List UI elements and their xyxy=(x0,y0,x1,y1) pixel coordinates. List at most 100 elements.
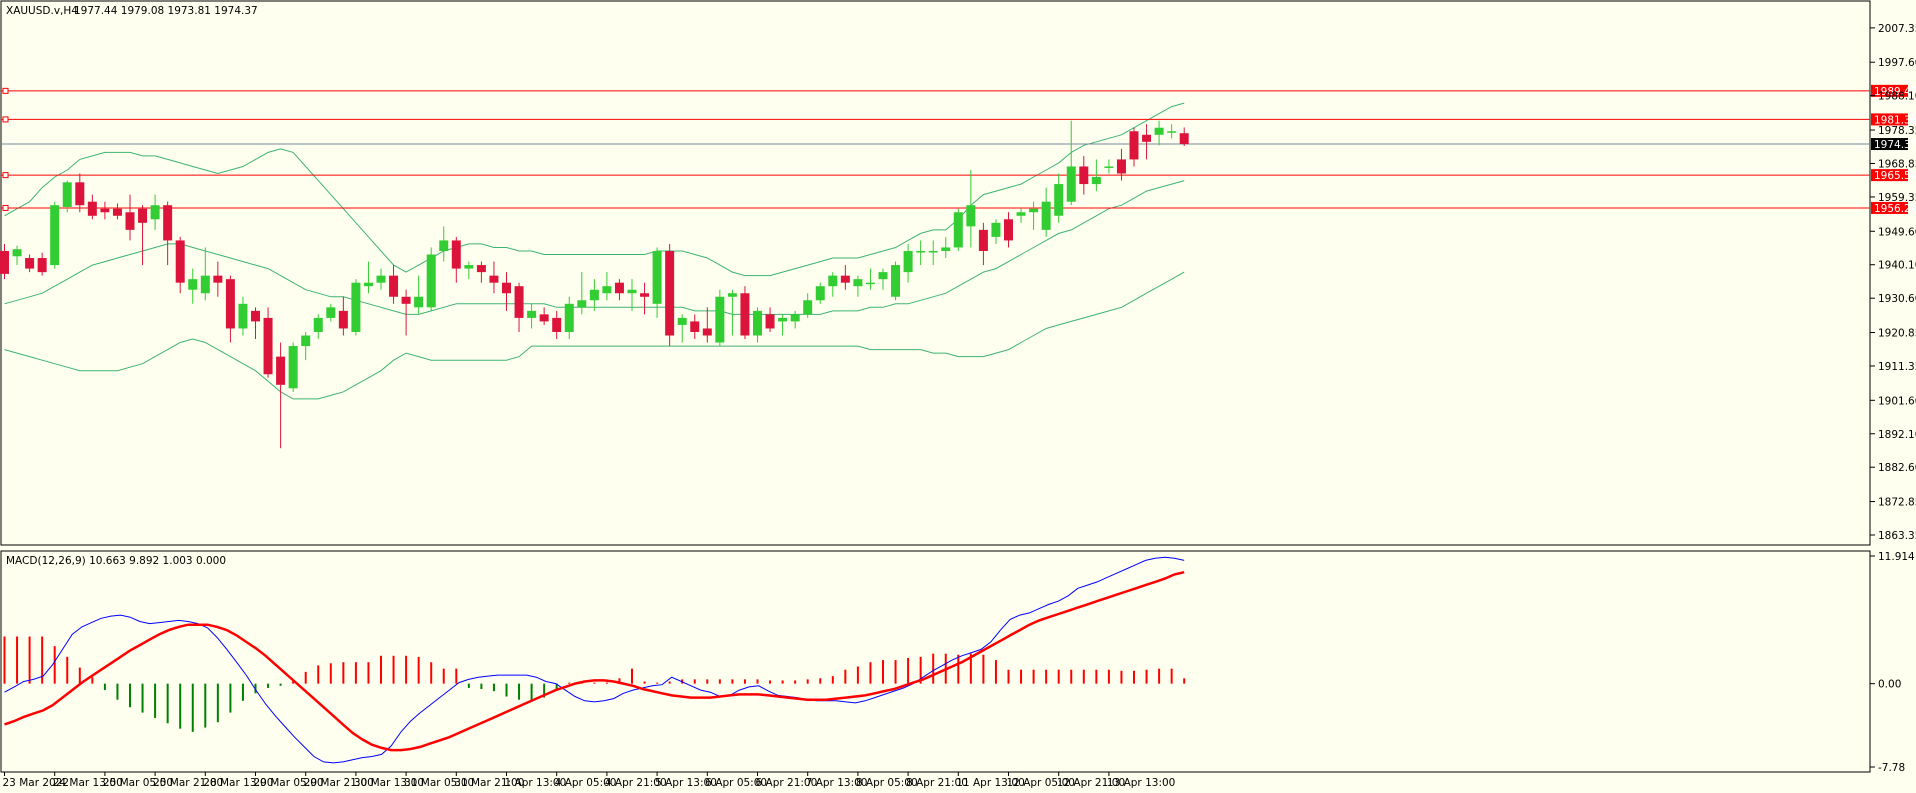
candle-body xyxy=(87,201,97,216)
price-tick-label: 1872.85 xyxy=(1878,497,1916,509)
symbol-label: XAUUSD.v,H4 xyxy=(6,5,78,17)
candle-body xyxy=(138,208,148,223)
time-tick-label: 5 Apr 13:00 xyxy=(655,777,717,789)
price-tick-label: 1978.35 xyxy=(1878,125,1916,137)
candle-body xyxy=(652,250,662,304)
candle-body xyxy=(727,293,737,297)
candle-body xyxy=(100,208,110,213)
candle-body xyxy=(263,317,273,375)
price-tick-label: 1959.35 xyxy=(1878,192,1916,204)
level-handle xyxy=(2,204,9,211)
candle-body xyxy=(627,289,637,294)
candle-body xyxy=(1179,133,1189,145)
candle-body xyxy=(1154,127,1164,135)
candle-body xyxy=(665,250,675,336)
time-tick-label: 8 Apr 21:00 xyxy=(906,777,968,789)
candle-body xyxy=(1116,159,1126,174)
time-tick-label: 6 Apr 05:00 xyxy=(705,777,767,789)
candle-body xyxy=(12,249,22,257)
candle-body xyxy=(1167,131,1177,133)
macd-tick-label: 0.00 xyxy=(1878,679,1901,691)
ohlc-readout: 1977.44 1979.08 1973.81 1974.37 xyxy=(74,5,258,17)
candle-body xyxy=(225,279,235,329)
macd-tick-label: 11.914 xyxy=(1878,551,1915,563)
candle-body xyxy=(1104,166,1114,168)
candle-body xyxy=(878,272,888,280)
candle-body xyxy=(815,286,825,301)
time-tick-label: 1 Apr 13:00 xyxy=(505,777,567,789)
level-price-label: 1981.36 xyxy=(1874,114,1916,126)
price-tick-label: 1930.60 xyxy=(1878,293,1916,305)
level-price-tag xyxy=(1871,169,1908,182)
price-tick-label: 1901.60 xyxy=(1878,395,1916,407)
candle-body xyxy=(238,303,248,329)
candle-body xyxy=(765,314,775,329)
candle-body xyxy=(62,182,72,207)
candle-body xyxy=(112,208,122,216)
candle-body xyxy=(188,279,198,290)
candle-body xyxy=(502,282,511,294)
price-tick-label: 1968.85 xyxy=(1878,158,1916,170)
current-price-label: 1974.37 xyxy=(1874,139,1916,151)
candle-body xyxy=(175,240,185,283)
candlesticks xyxy=(0,120,1189,449)
time-tick-label: 4 Apr 05:00 xyxy=(555,777,617,789)
candle-body xyxy=(301,335,311,347)
candle-body xyxy=(401,296,411,304)
candle-body xyxy=(1079,166,1089,185)
candle-body xyxy=(677,317,687,325)
candle-body xyxy=(363,282,373,287)
candle-body xyxy=(288,346,298,389)
candle-body xyxy=(778,317,788,322)
candle-body xyxy=(1129,131,1139,160)
price-tick-label: 1882.60 xyxy=(1878,462,1916,474)
level-price-label: 1989.47 xyxy=(1874,86,1916,98)
candle-body xyxy=(313,317,323,332)
candle-body xyxy=(552,317,562,332)
price-axis: 2007.35 1997.60 1988.10 1978.35 1968.85 1959.… xyxy=(1870,23,1916,542)
time-tick-label: 25 Mar 05:00 xyxy=(103,777,173,789)
candle-body xyxy=(0,250,9,274)
candle-body xyxy=(790,314,800,322)
candle-body xyxy=(251,310,260,322)
price-tick-label: 1911.35 xyxy=(1878,361,1916,373)
candle-body xyxy=(527,310,537,318)
candle-body xyxy=(150,205,160,220)
time-tick-label: 7 Apr 13:00 xyxy=(806,777,868,789)
time-tick-label: 12 Apr 21:00 xyxy=(1057,777,1125,789)
candle-body xyxy=(464,265,474,269)
candle-body xyxy=(376,275,386,283)
time-tick-label: 28 Mar 13:00 xyxy=(203,777,273,789)
candle-body xyxy=(602,286,612,294)
candle-body xyxy=(966,205,976,227)
price-tick-label: 2007.35 xyxy=(1878,23,1916,35)
time-tick-label: 23 Mar 2022 xyxy=(3,777,70,789)
signal-line xyxy=(4,570,1185,752)
candle-body xyxy=(1066,166,1076,202)
candle-body xyxy=(1091,177,1101,185)
time-tick-label: 29 Mar 21:00 xyxy=(304,777,374,789)
candle-body xyxy=(614,282,624,294)
candle-body xyxy=(978,229,988,251)
candle-body xyxy=(50,205,60,266)
price-tick-label: 1940.10 xyxy=(1878,260,1916,272)
current-price-tag xyxy=(1871,138,1908,151)
candle-body xyxy=(25,258,35,269)
candle-body xyxy=(1016,212,1026,216)
candle-body xyxy=(163,205,173,241)
candle-body xyxy=(916,250,926,253)
candle-body xyxy=(200,275,210,294)
price-tick-label: 1920.85 xyxy=(1878,328,1916,340)
candle-body xyxy=(1004,219,1013,241)
price-tick-label: 1892.10 xyxy=(1878,429,1916,441)
candle-body xyxy=(702,328,712,336)
time-tick-label: 31 Mar 05:00 xyxy=(404,777,474,789)
time-tick-label: 29 Mar 05:00 xyxy=(254,777,324,789)
candle-body xyxy=(439,240,449,251)
main-plot-area xyxy=(0,0,1871,546)
bollinger-lower-line xyxy=(4,271,1185,400)
candle-body xyxy=(489,275,499,283)
candle-body xyxy=(75,182,85,206)
bollinger-upper-line xyxy=(4,102,1185,277)
candle-body xyxy=(640,293,650,297)
